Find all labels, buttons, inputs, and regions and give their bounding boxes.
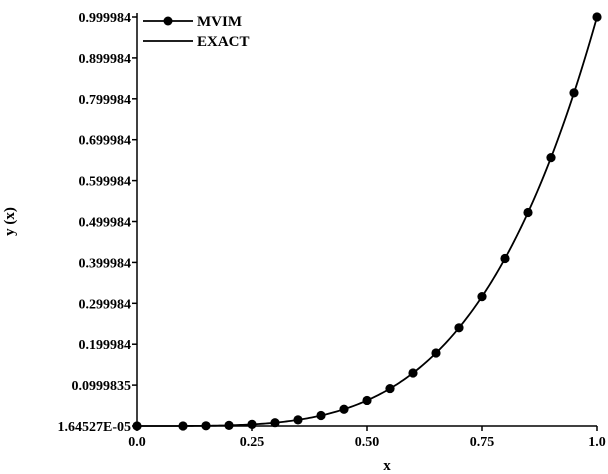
y-axis-ticks: 1.64527E-05 0.0999835 0.199984 0.299984 0.39… (58, 11, 137, 435)
mvim-point (293, 415, 303, 425)
y-tick-label: 0.799984 (79, 93, 132, 108)
mvim-point (201, 421, 211, 431)
mvim-point (454, 323, 464, 333)
y-tick-label: 0.0999835 (72, 379, 132, 394)
mvim-point (431, 348, 441, 358)
x-tick-label: 0.25 (240, 435, 265, 450)
mvim-point (546, 153, 556, 163)
y-tick-label: 0.599984 (79, 175, 132, 190)
legend-label-exact: EXACT (197, 34, 250, 50)
mvim-point (408, 368, 418, 378)
x-tick-label: 0.75 (470, 435, 495, 450)
legend: MVIM EXACT (143, 14, 250, 50)
mvim-point (477, 291, 487, 302)
x-tick-label: 1.0 (588, 435, 606, 450)
y-tick-label: 1.64527E-05 (58, 420, 132, 435)
series-line-exact (137, 16, 598, 427)
y-axis-label: y (x) (2, 207, 18, 236)
mvim-point (247, 419, 257, 430)
series-layer (132, 12, 602, 431)
x-axis-label: x (383, 458, 391, 474)
y-tick-label: 0.699984 (79, 134, 132, 149)
mvim-point (224, 420, 234, 430)
axes (136, 13, 597, 427)
legend-item-mvim: MVIM (143, 14, 242, 30)
mvim-point (316, 410, 326, 421)
mvim-point (569, 88, 579, 98)
legend-label-mvim: MVIM (197, 14, 242, 30)
mvim-point (178, 421, 188, 431)
x-tick-label: 0.0 (128, 435, 146, 450)
x-axis-ticks: 0.0 0.25 0.50 0.75 1.0 (128, 426, 606, 450)
y-tick-label: 0.399984 (79, 256, 132, 271)
mvim-point (592, 12, 602, 22)
legend-marker-mvim (163, 16, 173, 26)
legend-item-exact: EXACT (143, 34, 250, 50)
mvim-point (523, 207, 533, 218)
mvim-point (132, 421, 142, 431)
y-tick-label: 0.299984 (79, 297, 132, 312)
mvim-point (385, 383, 395, 394)
mvim-point (500, 253, 510, 264)
y-tick-label: 0.999984 (79, 11, 132, 26)
x-tick-label: 0.50 (355, 435, 380, 450)
mvim-point (270, 418, 280, 428)
y-tick-label: 0.899984 (79, 52, 132, 67)
mvim-point (362, 395, 372, 406)
y-tick-label: 0.199984 (79, 338, 132, 353)
y-tick-label: 0.499984 (79, 216, 132, 231)
mvim-point (339, 404, 349, 414)
